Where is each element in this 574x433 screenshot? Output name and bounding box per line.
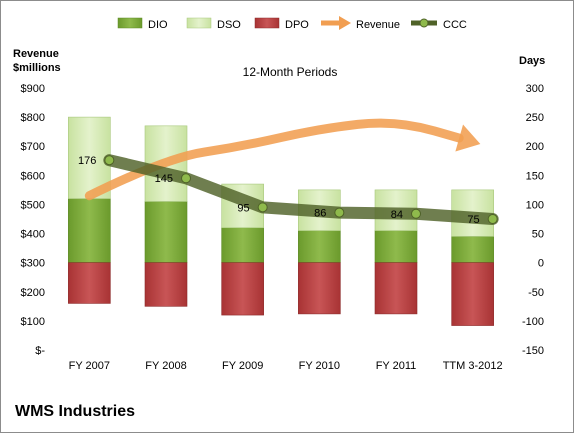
ccc-data-label: 95 bbox=[237, 202, 249, 214]
ccc-data-label: 84 bbox=[391, 209, 403, 221]
legend-swatch-dio bbox=[117, 17, 143, 29]
legend: DIO DSO DPO Revenue CCC bbox=[117, 16, 467, 31]
bar-dpo bbox=[451, 262, 494, 326]
legend-swatch-ccc bbox=[411, 18, 437, 28]
bar-dio bbox=[451, 236, 494, 263]
ccc-line bbox=[103, 154, 499, 225]
right-tick-label: -100 bbox=[522, 316, 544, 328]
ccc-data-label: 145 bbox=[155, 173, 173, 185]
legend-label-revenue: Revenue bbox=[356, 19, 400, 31]
left-axis-ticks: $- $100 $200 $300 $400 $500 $600 $700 $800 $900 bbox=[21, 83, 46, 357]
bar-dio bbox=[221, 227, 264, 263]
bar-dpo bbox=[144, 262, 188, 307]
right-tick-label: 300 bbox=[526, 83, 544, 95]
bar-dpo bbox=[68, 262, 111, 304]
ccc-point bbox=[487, 214, 498, 224]
legend-label-dso: DSO bbox=[217, 19, 241, 31]
legend-label-dio: DIO bbox=[148, 19, 168, 31]
left-tick-label: $200 bbox=[21, 287, 45, 299]
right-tick-label: 250 bbox=[526, 112, 544, 124]
x-tick-label: FY 2011 bbox=[376, 360, 417, 372]
right-axis-ticks: -150 -100 -50 0 50 100 150 200 250 300 bbox=[522, 83, 544, 357]
right-tick-label: 150 bbox=[526, 170, 544, 182]
bar-dio bbox=[144, 201, 188, 263]
left-axis-title-line2: $millions bbox=[13, 62, 61, 74]
x-tick-label: FY 2010 bbox=[299, 360, 340, 372]
x-axis-ticks: FY 2007 FY 2008 FY 2009 FY 2010 FY 2011 TTM 3… bbox=[69, 360, 503, 372]
right-tick-label: 50 bbox=[532, 229, 544, 241]
left-tick-label: $800 bbox=[21, 112, 45, 124]
left-tick-label: $600 bbox=[21, 170, 45, 182]
ccc-point bbox=[257, 202, 268, 213]
left-axis-title-line1: Revenue bbox=[13, 48, 59, 60]
company-name: WMS Industries bbox=[15, 403, 136, 420]
left-tick-label: $300 bbox=[21, 258, 45, 270]
ccc-point bbox=[181, 173, 191, 184]
right-axis-title: Days bbox=[519, 55, 545, 67]
left-tick-label: $100 bbox=[21, 316, 45, 328]
right-tick-label: -150 bbox=[522, 345, 544, 357]
right-tick-label: 100 bbox=[526, 199, 544, 211]
ccc-point bbox=[104, 155, 115, 166]
x-tick-label: FY 2009 bbox=[222, 360, 263, 372]
legend-label-dpo: DPO bbox=[285, 19, 309, 31]
left-tick-label: $400 bbox=[21, 229, 45, 241]
left-tick-label: $900 bbox=[21, 83, 45, 95]
right-tick-label: -50 bbox=[528, 287, 544, 299]
right-tick-label: 0 bbox=[538, 258, 544, 270]
bar-dpo bbox=[221, 262, 264, 316]
x-tick-label: TTM 3-2012 bbox=[443, 360, 503, 372]
bar-dpo bbox=[298, 262, 341, 315]
ccc-point bbox=[334, 207, 345, 218]
legend-swatch-dso bbox=[186, 17, 212, 29]
ccc-data-label: 176 bbox=[78, 155, 96, 167]
legend-swatch-dpo bbox=[254, 17, 280, 29]
ccc-line-layer: 176 145 95 86 84 75 bbox=[78, 154, 499, 226]
right-tick-label: 200 bbox=[526, 141, 544, 153]
x-tick-label: FY 2007 bbox=[69, 360, 110, 372]
bar-dio bbox=[374, 230, 418, 263]
revenue-arrow-layer bbox=[84, 118, 481, 201]
legend-label-ccc: CCC bbox=[443, 19, 467, 31]
x-tick-label: FY 2008 bbox=[145, 360, 186, 372]
left-tick-label: $500 bbox=[21, 199, 45, 211]
ccc-data-label: 75 bbox=[467, 214, 479, 226]
bars-layer bbox=[68, 116, 494, 326]
bar-dpo bbox=[374, 262, 418, 315]
left-tick-label: $- bbox=[35, 345, 45, 357]
legend-swatch-revenue bbox=[321, 16, 351, 30]
revenue-arrow-head bbox=[455, 124, 481, 152]
left-tick-label: $700 bbox=[21, 141, 45, 153]
bar-dio bbox=[298, 230, 341, 263]
ccc-data-label: 86 bbox=[314, 208, 326, 220]
chart-title: 12-Month Periods bbox=[243, 65, 338, 79]
ccc-point bbox=[411, 208, 421, 219]
bar-dio bbox=[68, 198, 111, 263]
revenue-arrow-shaft bbox=[84, 118, 464, 201]
